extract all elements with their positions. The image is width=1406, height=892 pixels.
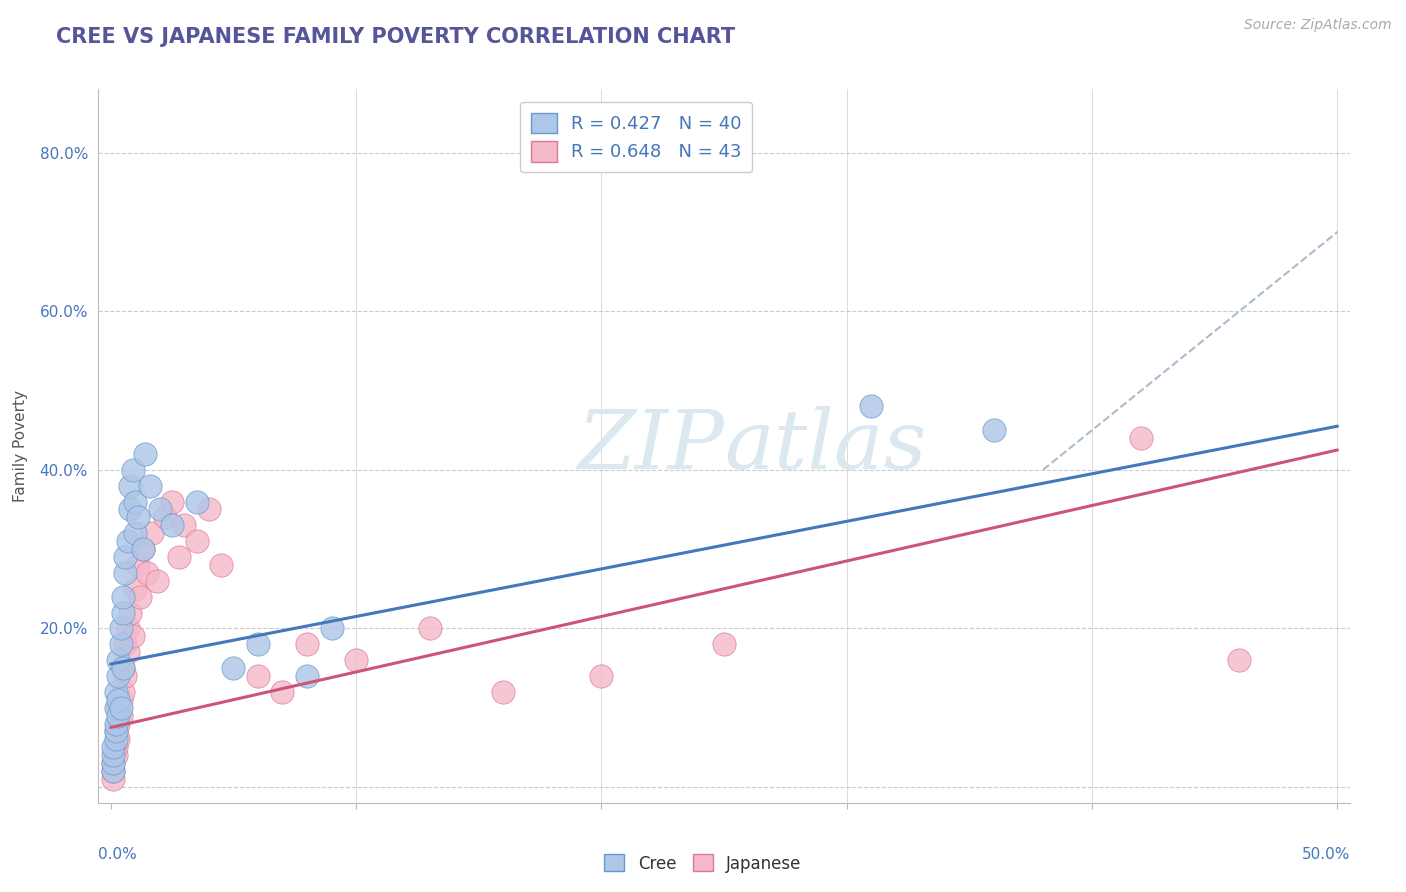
- Point: [107, 716, 129, 731]
- Point: [173, 518, 195, 533]
- Point: [186, 494, 208, 508]
- Point: [110, 708, 132, 723]
- Point: [1227, 653, 1250, 667]
- Point: [139, 478, 162, 492]
- Point: [153, 510, 176, 524]
- Point: [121, 629, 143, 643]
- Point: [101, 748, 124, 763]
- Text: atlas: atlas: [724, 406, 927, 486]
- Point: [104, 748, 127, 763]
- Point: [104, 724, 127, 739]
- Point: [107, 708, 129, 723]
- Point: [160, 494, 183, 508]
- Point: [107, 653, 129, 667]
- Point: [117, 534, 139, 549]
- Point: [107, 700, 129, 714]
- Point: [101, 764, 124, 778]
- Point: [1130, 431, 1153, 445]
- Point: [104, 700, 127, 714]
- Point: [186, 534, 208, 549]
- Point: [127, 510, 149, 524]
- Point: [860, 400, 883, 414]
- Point: [120, 606, 142, 620]
- Point: [110, 621, 132, 635]
- Point: [107, 732, 129, 747]
- Point: [101, 764, 124, 778]
- Point: [419, 621, 441, 635]
- Point: [121, 463, 143, 477]
- Point: [114, 566, 136, 580]
- Point: [344, 653, 367, 667]
- Point: [295, 669, 318, 683]
- Point: [321, 621, 343, 635]
- Point: [101, 756, 124, 771]
- Point: [104, 724, 127, 739]
- Point: [107, 692, 129, 706]
- Y-axis label: Family Poverty: Family Poverty: [14, 390, 28, 502]
- Point: [129, 590, 152, 604]
- Point: [101, 756, 124, 771]
- Point: [104, 685, 127, 699]
- Point: [120, 478, 142, 492]
- Point: [124, 526, 146, 541]
- Point: [131, 542, 153, 557]
- Point: [114, 637, 136, 651]
- Point: [124, 494, 146, 508]
- Point: [141, 526, 163, 541]
- Text: 0.0%: 0.0%: [98, 847, 138, 862]
- Point: [111, 590, 134, 604]
- Point: [222, 661, 245, 675]
- Text: Source: ZipAtlas.com: Source: ZipAtlas.com: [1244, 18, 1392, 32]
- Point: [492, 685, 515, 699]
- Legend: Cree, Japanese: Cree, Japanese: [598, 847, 808, 880]
- Point: [104, 740, 127, 755]
- Point: [114, 669, 136, 683]
- Point: [295, 637, 318, 651]
- Point: [146, 574, 169, 588]
- Point: [198, 502, 221, 516]
- Text: 50.0%: 50.0%: [1302, 847, 1350, 862]
- Point: [246, 637, 269, 651]
- Point: [124, 582, 146, 596]
- Point: [591, 669, 613, 683]
- Point: [246, 669, 269, 683]
- Point: [127, 558, 149, 572]
- Text: CREE VS JAPANESE FAMILY POVERTY CORRELATION CHART: CREE VS JAPANESE FAMILY POVERTY CORRELAT…: [56, 27, 735, 46]
- Point: [101, 740, 124, 755]
- Point: [110, 692, 132, 706]
- Point: [209, 558, 232, 572]
- Point: [271, 685, 294, 699]
- Point: [101, 772, 124, 786]
- Point: [983, 423, 1005, 437]
- Legend: R = 0.427   N = 40, R = 0.648   N = 43: R = 0.427 N = 40, R = 0.648 N = 43: [520, 102, 752, 172]
- Point: [114, 549, 136, 564]
- Point: [110, 700, 132, 714]
- Point: [111, 606, 134, 620]
- Point: [110, 637, 132, 651]
- Point: [107, 669, 129, 683]
- Point: [104, 732, 127, 747]
- Text: ZIP: ZIP: [578, 406, 724, 486]
- Point: [104, 716, 127, 731]
- Point: [131, 542, 153, 557]
- Point: [134, 447, 156, 461]
- Point: [120, 502, 142, 516]
- Point: [117, 645, 139, 659]
- Point: [111, 661, 134, 675]
- Point: [169, 549, 191, 564]
- Point: [117, 621, 139, 635]
- Point: [160, 518, 183, 533]
- Point: [111, 685, 134, 699]
- Point: [713, 637, 735, 651]
- Point: [149, 502, 172, 516]
- Point: [111, 661, 134, 675]
- Point: [136, 566, 159, 580]
